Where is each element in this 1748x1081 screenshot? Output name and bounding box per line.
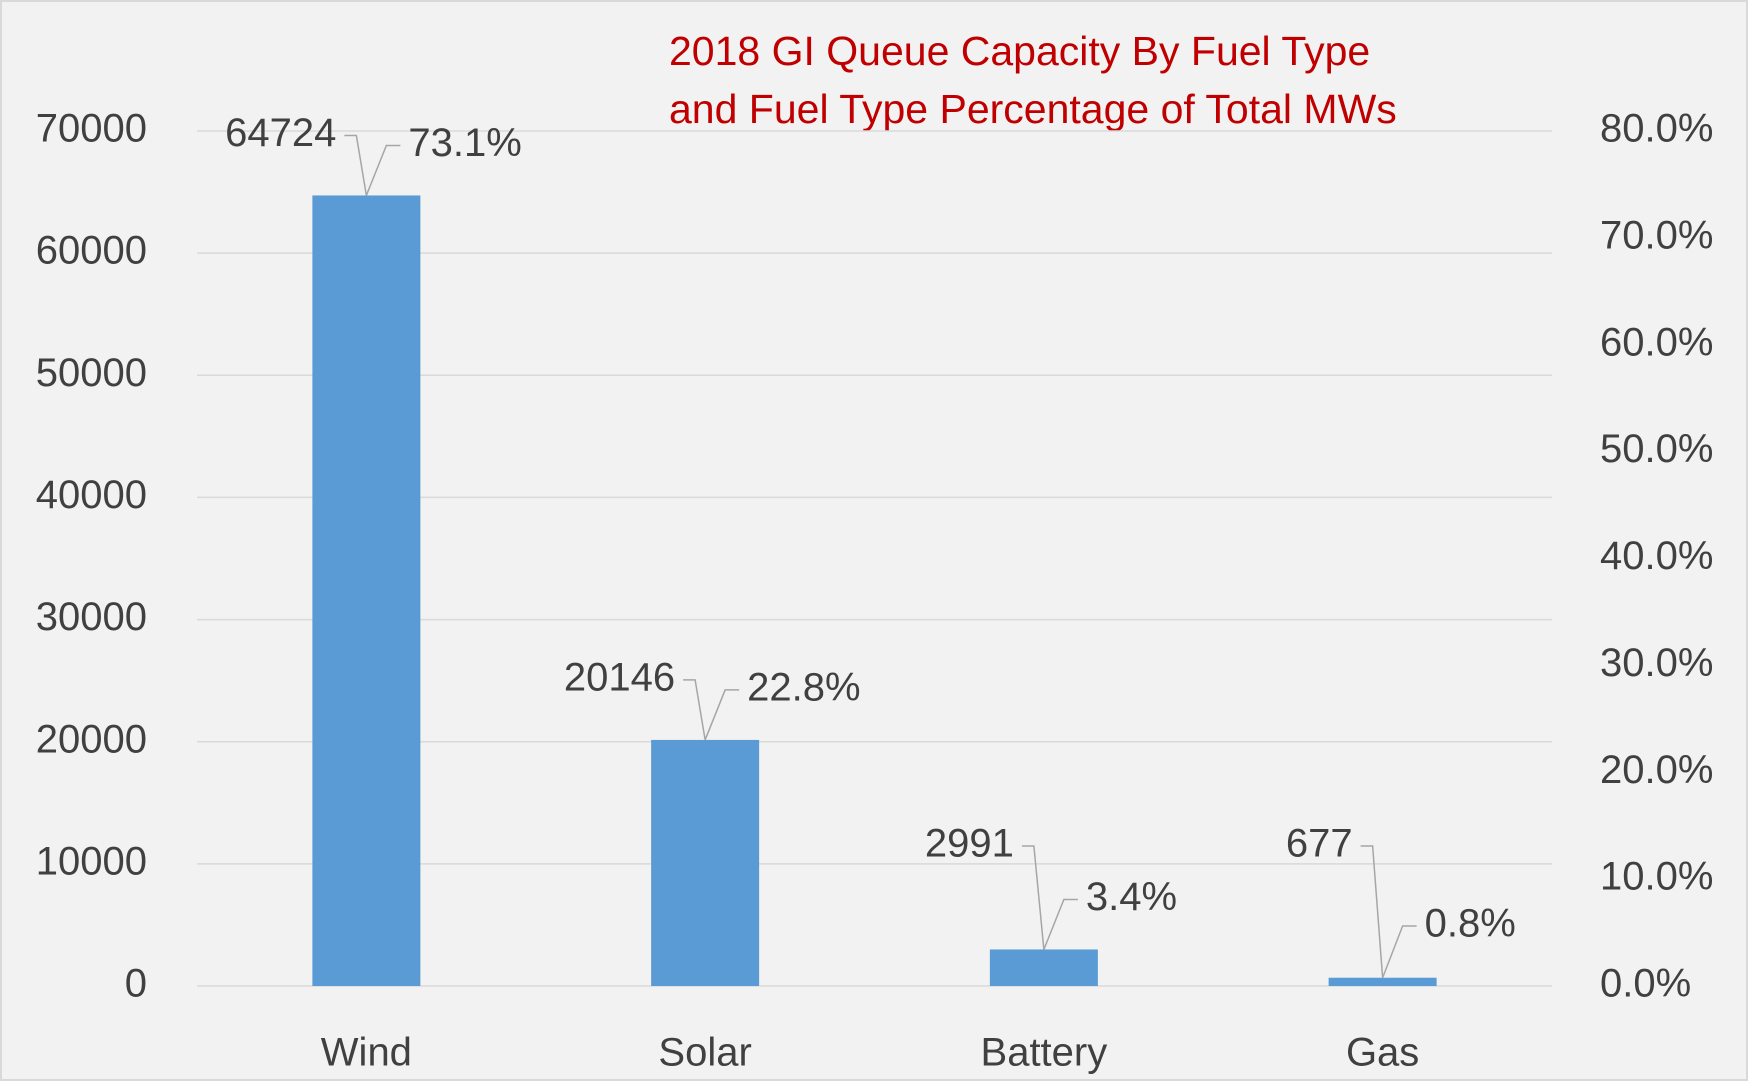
leader-line bbox=[365, 144, 401, 196]
bar bbox=[1328, 977, 1437, 986]
chart-title: and Fuel Type Percentage of Total MWs bbox=[669, 86, 1397, 132]
x-tick-label: Solar bbox=[658, 1031, 751, 1075]
y2-tick-label: 80.0% bbox=[1600, 107, 1713, 151]
leader-line bbox=[1360, 845, 1384, 978]
bar bbox=[651, 739, 760, 986]
y-tick-label: 0 bbox=[125, 962, 147, 1006]
y2-tick-label: 70.0% bbox=[1600, 213, 1713, 257]
leader-line bbox=[344, 134, 368, 196]
bar bbox=[312, 195, 421, 986]
y-tick-label: 70000 bbox=[36, 107, 147, 151]
data-label: 20146 bbox=[564, 655, 675, 699]
data-label: 2991 bbox=[925, 822, 1014, 866]
x-tick-label: Wind bbox=[321, 1031, 412, 1075]
data-label: 0.8% bbox=[1425, 902, 1516, 946]
y2-tick-label: 60.0% bbox=[1600, 320, 1713, 364]
y2-tick-label: 10.0% bbox=[1600, 855, 1713, 899]
chart-title: 2018 GI Queue Capacity By Fuel Type bbox=[669, 28, 1370, 74]
x-tick-label: Battery bbox=[981, 1031, 1108, 1075]
leader-line bbox=[683, 679, 706, 741]
y2-tick-label: 30.0% bbox=[1600, 641, 1713, 685]
y2-tick-label: 40.0% bbox=[1600, 534, 1713, 578]
y2-tick-label: 20.0% bbox=[1600, 748, 1713, 792]
y2-tick-label: 0.0% bbox=[1600, 962, 1691, 1006]
y-tick-label: 50000 bbox=[36, 351, 147, 395]
bar bbox=[989, 949, 1098, 986]
x-tick-label: Gas bbox=[1346, 1031, 1419, 1075]
y-tick-label: 60000 bbox=[36, 229, 147, 273]
leader-line bbox=[1043, 898, 1078, 950]
data-label: 677 bbox=[1286, 822, 1353, 866]
y-tick-label: 30000 bbox=[36, 595, 147, 639]
data-label: 3.4% bbox=[1086, 875, 1177, 919]
leader-line bbox=[1381, 925, 1417, 979]
data-label: 64724 bbox=[225, 111, 336, 155]
y2-tick-label: 50.0% bbox=[1600, 427, 1713, 471]
y-tick-label: 40000 bbox=[36, 473, 147, 517]
data-label: 73.1% bbox=[408, 121, 521, 165]
data-label: 22.8% bbox=[747, 665, 860, 709]
y-tick-label: 20000 bbox=[36, 717, 147, 761]
leader-line bbox=[704, 689, 740, 741]
leader-line bbox=[1021, 845, 1045, 950]
y-tick-label: 10000 bbox=[36, 839, 147, 883]
